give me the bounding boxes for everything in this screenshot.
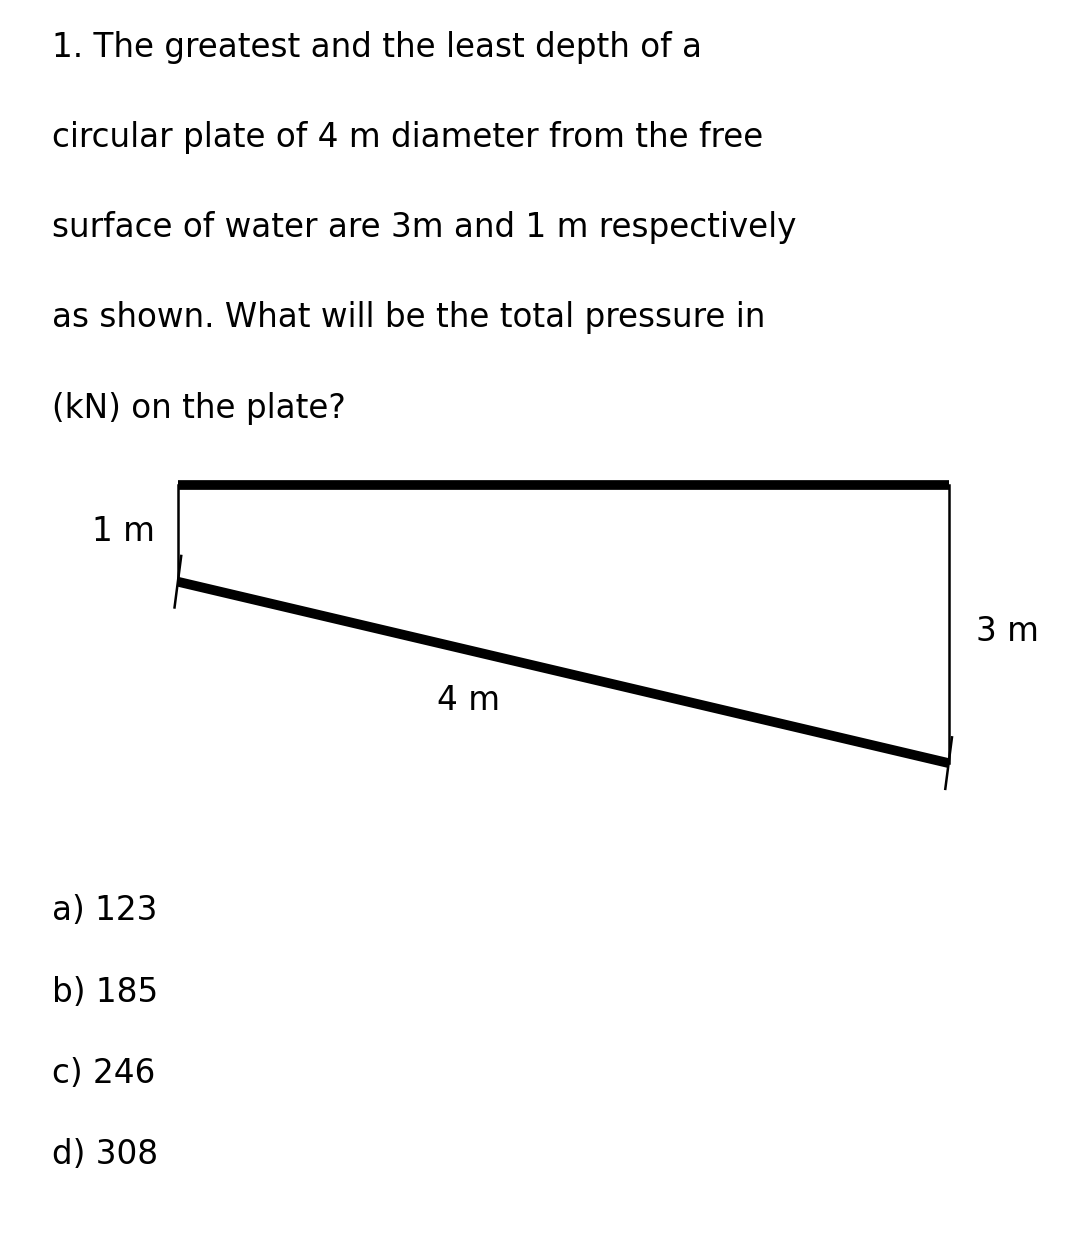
- Text: c) 246: c) 246: [52, 1057, 155, 1090]
- Text: 3 m: 3 m: [976, 615, 1038, 648]
- Text: as shown. What will be the total pressure in: as shown. What will be the total pressur…: [52, 301, 765, 334]
- Text: 4 m: 4 m: [438, 684, 500, 717]
- Text: circular plate of 4 m diameter from the free: circular plate of 4 m diameter from the …: [52, 121, 763, 154]
- Text: a) 123: a) 123: [52, 894, 157, 927]
- Text: b) 185: b) 185: [52, 976, 158, 1008]
- Text: d) 308: d) 308: [52, 1138, 157, 1171]
- Text: 1 m: 1 m: [92, 515, 154, 548]
- Text: 1. The greatest and the least depth of a: 1. The greatest and the least depth of a: [52, 31, 702, 64]
- Text: surface of water are 3m and 1 m respectively: surface of water are 3m and 1 m respecti…: [52, 211, 797, 244]
- Text: (kN) on the plate?: (kN) on the plate?: [52, 392, 345, 424]
